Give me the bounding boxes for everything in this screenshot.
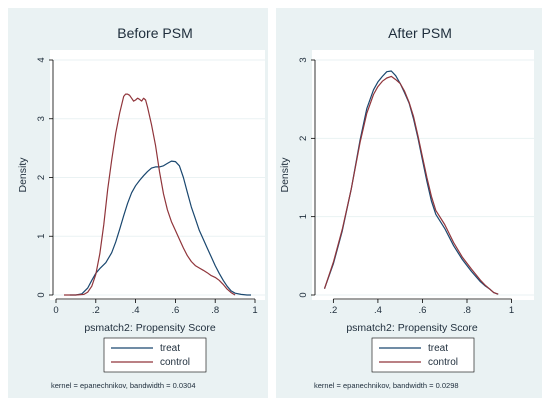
y-tick-label: 1 (298, 214, 309, 219)
legend: treat control (371, 337, 475, 373)
legend: treat control (103, 337, 207, 373)
series-line-control (64, 93, 236, 296)
series-line-treat (69, 160, 251, 296)
legend-box (371, 337, 475, 373)
x-tick-label: .2 (329, 305, 337, 316)
x-tick-label: .8 (463, 305, 471, 316)
series-line-control (323, 75, 499, 295)
legend-label-control: control (160, 357, 190, 368)
x-tick-label: .8 (211, 305, 219, 316)
y-tick-label: 0 (36, 292, 47, 297)
plot-area (50, 50, 265, 300)
grid (53, 59, 265, 296)
x-tick-label: .4 (132, 305, 140, 316)
legend-label-treat: treat (428, 343, 448, 354)
plot-area (312, 50, 534, 300)
kernel-note: kernel = epanechnikov, bandwidth = 0.029… (314, 381, 459, 390)
panel-title: Before PSM (117, 25, 192, 41)
y-tick-label: 0 (298, 292, 309, 297)
x-tick-label: 0 (53, 305, 58, 316)
series-group (323, 70, 499, 295)
x-axis-label: psmatch2: Propensity Score (346, 322, 477, 334)
axis-ticks: 0 1 2 3 .2 .4 .6 .8 1 (298, 57, 514, 316)
series-group (64, 93, 251, 296)
y-axis-label: Density (279, 157, 291, 193)
panel-after-psm: After PSM 0 1 2 3 .2 .4 .6 .8 1 psmatch2: Propen… (276, 8, 542, 398)
x-tick-label: .4 (374, 305, 382, 316)
panel-before-psm: Before PSM 0 1 2 3 4 0 .2 .4 .6 .8 1 psmatch2: Pro… (8, 8, 268, 398)
x-axis-label: psmatch2: Propensity Score (84, 322, 215, 334)
y-tick-label: 3 (36, 116, 47, 121)
axis-ticks: 0 1 2 3 4 0 .2 .4 .6 .8 1 (36, 57, 258, 316)
y-tick-label: 3 (298, 57, 309, 62)
y-axis-label: Density (17, 157, 29, 193)
x-tick-label: .6 (418, 305, 426, 316)
legend-label-treat: treat (160, 343, 180, 354)
y-tick-label: 4 (36, 57, 47, 62)
x-tick-label: .6 (171, 305, 179, 316)
x-tick-label: 1 (509, 305, 514, 316)
y-tick-label: 2 (298, 136, 309, 141)
legend-label-control: control (428, 357, 458, 368)
y-tick-label: 2 (36, 175, 47, 180)
grid (315, 59, 534, 296)
x-tick-label: 1 (252, 305, 257, 316)
panel-title: After PSM (388, 25, 452, 41)
x-tick-label: .2 (92, 305, 100, 316)
kernel-note: kernel = epanechnikov, bandwidth = 0.030… (51, 381, 196, 390)
legend-box (103, 337, 207, 373)
y-tick-label: 1 (36, 234, 47, 239)
